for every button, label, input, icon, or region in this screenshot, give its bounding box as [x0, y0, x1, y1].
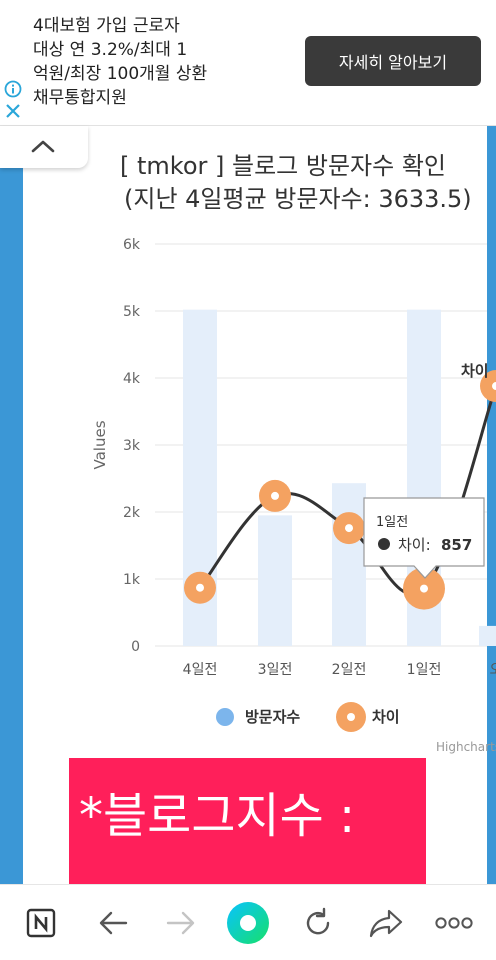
y-axis-title: Values	[91, 420, 109, 469]
chevron-up-icon	[31, 140, 55, 153]
bar	[258, 515, 292, 646]
blog-index-text: *블로그지수 :	[79, 788, 356, 844]
legend-bar-marker	[216, 708, 234, 726]
data-point-center	[271, 491, 279, 500]
tooltip-value: 857	[441, 536, 472, 554]
close-icon[interactable]	[4, 102, 22, 120]
x-tick-label: 오	[490, 662, 496, 678]
refresh-icon	[306, 907, 330, 935]
x-tick-label: 1일전	[407, 662, 442, 678]
data-point-center	[196, 583, 204, 592]
x-tick-label: 3일전	[258, 662, 293, 678]
legend-line-marker-center	[347, 713, 355, 721]
y-tick-label: 4k	[123, 371, 141, 387]
more-dots-icon	[435, 917, 473, 929]
legend-label: 방문자수	[245, 708, 300, 726]
y-tick-label: 1k	[123, 572, 141, 588]
share-button[interactable]	[362, 899, 410, 947]
ad-line: 대상 연 3.2%/최대 1	[33, 40, 188, 60]
data-point-center	[345, 524, 353, 533]
data-point-marker	[480, 370, 496, 403]
y-tick-label: 5k	[123, 304, 141, 320]
bottom-toolbar	[0, 884, 496, 960]
green-home-button[interactable]	[224, 899, 272, 947]
naver-n-icon	[26, 908, 56, 938]
back-button[interactable]	[89, 899, 137, 947]
data-point-center	[420, 584, 428, 593]
forward-button[interactable]	[157, 899, 205, 947]
naver-home-button[interactable]	[17, 899, 65, 947]
chart-title-line1: [ tmkor ] 블로그 방문자수 확인	[120, 152, 446, 180]
refresh-button[interactable]	[294, 899, 342, 947]
y-tick-label: 0	[131, 639, 140, 655]
ad-details-button[interactable]: 자세히 알아보기	[305, 36, 481, 86]
collapse-tab[interactable]	[0, 126, 88, 168]
legend-label: 차이	[372, 708, 400, 726]
ad-text[interactable]: 4대보험 가입 근로자 대상 연 3.2%/최대 1 억원/최장 100개월 상…	[33, 14, 283, 110]
arrow-left-icon	[99, 911, 128, 935]
y-tick-label: 2k	[123, 505, 141, 521]
ad-banner[interactable]: 4대보험 가입 근로자 대상 연 3.2%/최대 1 억원/최장 100개월 상…	[0, 0, 496, 126]
tooltip-series: 차이:	[398, 536, 431, 554]
tooltip-box	[363, 497, 485, 579]
x-tick-label: 2일전	[332, 662, 367, 678]
y-tick-label: 3k	[123, 438, 141, 454]
more-button[interactable]	[430, 899, 478, 947]
share-arrow-icon	[369, 909, 403, 938]
blog-index-banner: *블로그지수 :	[69, 758, 426, 884]
ad-line: 억원/최장 100개월 상환	[33, 64, 208, 84]
highcharts-credit: Highcharts	[436, 740, 496, 754]
bar	[332, 483, 366, 646]
chart-subtitle: (지난 4일평균 방문자수: 3633.5)	[124, 185, 472, 213]
x-tick-label: 4일전	[183, 662, 218, 678]
arrow-right-icon	[166, 911, 195, 935]
y-tick-label: 6k	[123, 237, 141, 253]
chart-title: [ tmkor ] 블로그 방문자수 확인 (지난 4일평균 방문자수: 363…	[120, 150, 496, 216]
visitor-chart: 01k2k3k4k5k6kValues4일전3일전2일전1일전오차이1일전차이:…	[91, 237, 496, 754]
bar	[479, 625, 496, 646]
info-icon[interactable]	[4, 80, 22, 98]
green-dot-icon	[227, 902, 269, 944]
data-point-center	[492, 382, 496, 391]
ad-line: 4대보험 가입 근로자	[33, 16, 180, 36]
page-side-strip-right	[487, 126, 496, 884]
tooltip-dot	[378, 538, 390, 550]
ad-line: 채무통합지원	[33, 88, 127, 108]
page-side-strip-left	[0, 126, 23, 884]
tooltip-header: 1일전	[376, 515, 408, 530]
series-annotation: 차이	[461, 362, 489, 380]
